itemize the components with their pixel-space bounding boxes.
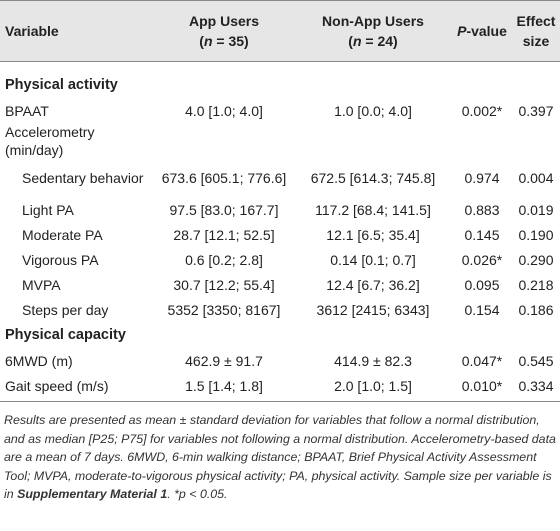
column-header: P-value <box>452 0 512 62</box>
cell-value: 0.334 <box>512 373 560 402</box>
header-text: Non-App Users <box>322 13 424 29</box>
row-label: Gait speed (m/s) <box>0 373 154 402</box>
table-row: Light PA 97.5 [83.0; 167.7] 117.2 [68.4; 1… <box>0 197 560 222</box>
header-text: Effect size <box>516 13 556 49</box>
cell-value: 0.290 <box>518 251 554 268</box>
header-text: Variable <box>5 23 59 39</box>
column-header: Variable <box>0 0 154 62</box>
row-label: BPAAT <box>5 102 49 119</box>
header-text: n <box>203 33 213 49</box>
cell-value: 3612 [2415; 6343] <box>316 301 430 318</box>
cell-value: 0.190 <box>518 226 554 243</box>
cell-value: 28.7 [12.1; 52.5] <box>173 226 275 243</box>
header-text: App Users <box>188 13 260 29</box>
header-title: Effect size <box>514 11 558 51</box>
row-label: 6MWD (m) <box>5 352 73 369</box>
footnote: Results are presented as mean ± standard… <box>0 402 560 504</box>
cell-value: 97.5 [83.0; 167.7] <box>169 201 279 218</box>
cell-value: 672.5 [614.3; 745.8] <box>310 170 436 186</box>
cell-value: 0.145 <box>464 226 500 243</box>
row-label: Accelerometry (min/day) <box>5 124 95 158</box>
empty-cell <box>154 123 560 159</box>
row-label: MVPA <box>22 276 61 293</box>
section-title: Physical capacity <box>5 327 126 343</box>
table-row: Sedentary behavior 673.6 [605.1; 776.6] 67… <box>0 159 560 197</box>
table-row: MVPA 30.7 [12.2; 55.4] 12.4 [6.7; 36.2] 0.0… <box>0 272 560 297</box>
cell-value: 0.010* <box>452 373 512 402</box>
row-label: Sedentary behavior <box>22 170 144 186</box>
section-title: Physical activity <box>5 77 118 93</box>
cell-value: 117.2 [68.4; 141.5] <box>315 201 431 218</box>
row-label: Vigorous PA <box>22 251 99 268</box>
table-row: Moderate PA 28.7 [12.1; 52.5] 12.1 [6.5; 3… <box>0 222 560 247</box>
header-title: Non-App Users <box>296 11 450 31</box>
cell-value: 0.218 <box>518 276 554 293</box>
header-title: App Users <box>156 11 292 31</box>
header-text: n <box>352 33 362 49</box>
table-row: Vigorous PA 0.6 [0.2; 2.8] 0.14 [0.1; 0.7]… <box>0 247 560 272</box>
footnote-text: Results are presented as mean ± standard… <box>4 413 556 501</box>
cell-value: 0.6 [0.2; 2.8] <box>185 251 263 268</box>
cell-value: 673.6 [605.1; 776.6] <box>161 170 287 186</box>
header-title: P-value <box>454 21 510 41</box>
cell-value: 0.019 <box>518 201 554 218</box>
cell-value: 1.5 [1.4; 1.8] <box>154 373 294 402</box>
footnote-text: . *p < 0.05. <box>167 487 228 501</box>
header-subtitle: (n = 24) <box>296 31 450 51</box>
header-text: -value <box>466 23 507 39</box>
table-row: Accelerometry (min/day) <box>0 123 560 159</box>
cell-value: 0.026* <box>461 251 503 268</box>
cell-value: 462.9 ± 91.7 <box>185 352 263 369</box>
header-subtitle: (n = 35) <box>156 31 292 51</box>
results-table: Variable App Users (n = 35) Non-App Users (n… <box>0 0 560 402</box>
cell-value: 0.883 <box>464 201 500 218</box>
cell-value: 0.974 <box>464 170 500 186</box>
cell-value: 0.397 <box>518 102 554 119</box>
header-text: ( <box>348 33 353 49</box>
column-header: Effect size <box>512 0 560 62</box>
section-row: Physical capacity <box>0 322 560 348</box>
cell-value: 414.9 ± 82.3 <box>334 352 412 369</box>
header-text: ( <box>199 33 204 49</box>
header-text: = 35) <box>212 33 249 49</box>
footnote-text: Supplementary Material 1 <box>17 487 168 501</box>
cell-value: 30.7 [12.2; 55.4] <box>173 276 275 293</box>
cell-value: 0.545 <box>518 352 554 369</box>
header-text: = 24) <box>361 33 398 49</box>
cell-value: 0.047* <box>461 352 503 369</box>
table-row: Steps per day 5352 [3350; 8167] 3612 [2415… <box>0 297 560 322</box>
row-label: Steps per day <box>22 301 109 318</box>
table-row: Gait speed (m/s) 1.5 [1.4; 1.8] 2.0 [1.0; … <box>0 373 560 402</box>
header-title: Variable <box>5 21 152 41</box>
header-text: P <box>457 23 467 39</box>
cell-value: 0.004 <box>518 170 554 186</box>
table-row: BPAAT 4.0 [1.0; 4.0] 1.0 [0.0; 4.0] 0.002* 0… <box>0 98 560 123</box>
cell-value: 12.1 [6.5; 35.4] <box>326 226 420 243</box>
row-label: Light PA <box>22 201 74 218</box>
cell-value: 2.0 [1.0; 1.5] <box>294 373 452 402</box>
cell-value: 0.095 <box>464 276 500 293</box>
cell-value: 5352 [3350; 8167] <box>167 301 281 318</box>
cell-value: 0.186 <box>518 301 554 318</box>
column-header: App Users (n = 35) <box>154 0 294 62</box>
cell-value: 1.0 [0.0; 4.0] <box>334 102 412 119</box>
cell-value: 12.4 [6.7; 36.2] <box>326 276 420 293</box>
column-header: Non-App Users (n = 24) <box>294 0 452 62</box>
row-label: Moderate PA <box>22 226 103 243</box>
cell-value: 0.154 <box>464 301 500 318</box>
header-row: Variable App Users (n = 35) Non-App Users (n… <box>0 0 560 62</box>
section-row: Physical activity <box>0 62 560 99</box>
cell-value: 4.0 [1.0; 4.0] <box>185 102 263 119</box>
table-body: Physical activity BPAAT 4.0 [1.0; 4.0] 1.0 … <box>0 62 560 402</box>
cell-value: 0.14 [0.1; 0.7] <box>330 251 416 268</box>
cell-value: 0.002* <box>461 102 503 119</box>
table-row: 6MWD (m) 462.9 ± 91.7 414.9 ± 82.3 0.047* 0.… <box>0 348 560 373</box>
